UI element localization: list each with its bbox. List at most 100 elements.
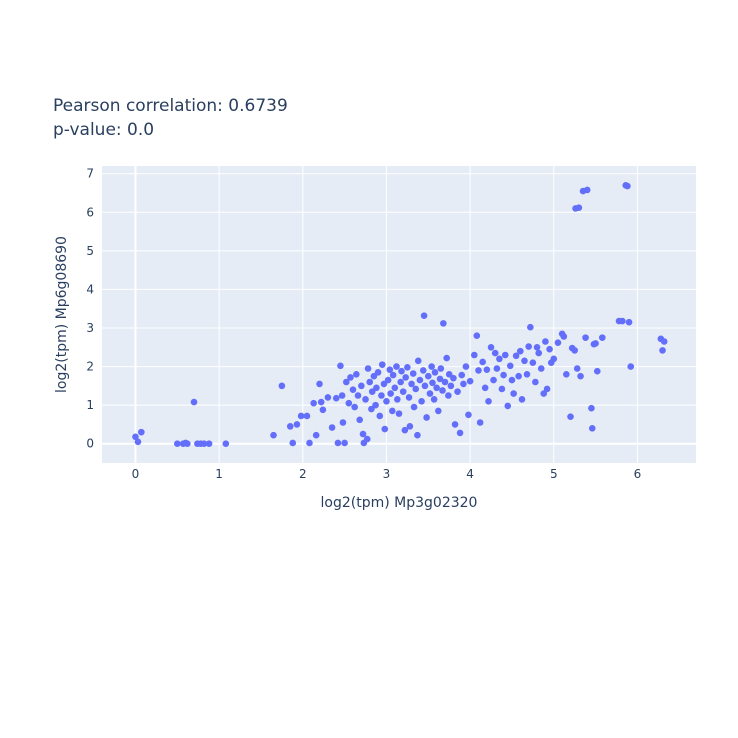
data-point xyxy=(527,323,534,331)
data-point xyxy=(593,367,601,375)
data-point xyxy=(306,439,313,447)
data-point xyxy=(560,333,568,340)
data-point xyxy=(384,376,392,384)
data-point xyxy=(356,416,363,424)
y-tick-label: 1 xyxy=(86,398,94,412)
data-point xyxy=(414,357,422,365)
data-point xyxy=(525,343,532,350)
data-point xyxy=(374,369,382,376)
data-point xyxy=(370,372,378,380)
data-point xyxy=(416,376,424,384)
data-point xyxy=(500,371,507,379)
data-point xyxy=(533,343,541,351)
data-point xyxy=(466,377,474,385)
data-point xyxy=(491,349,499,357)
data-point xyxy=(518,396,526,403)
data-point xyxy=(439,387,446,394)
data-point xyxy=(508,376,516,384)
data-point xyxy=(324,394,332,401)
data-point xyxy=(592,340,599,347)
data-point xyxy=(627,363,635,370)
data-point xyxy=(341,439,348,447)
data-point xyxy=(624,182,631,190)
data-point xyxy=(401,426,409,434)
data-point xyxy=(334,439,342,447)
data-point xyxy=(567,413,574,421)
data-point xyxy=(312,431,320,439)
data-point xyxy=(437,365,445,372)
data-point xyxy=(359,430,367,438)
data-point xyxy=(431,369,439,376)
data-point xyxy=(389,371,397,379)
gridlines xyxy=(102,166,696,463)
data-point xyxy=(441,378,449,386)
x-axis-ticks: 0 1 2 3 4 5 6 xyxy=(132,467,642,481)
data-point xyxy=(517,347,524,355)
data-point xyxy=(414,431,421,439)
y-tick-label: 7 xyxy=(86,167,94,181)
data-point xyxy=(316,380,323,388)
data-point xyxy=(515,372,522,380)
data-point xyxy=(380,380,388,388)
data-point xyxy=(523,370,531,378)
data-point xyxy=(362,396,369,403)
data-point xyxy=(378,392,385,399)
data-point xyxy=(402,374,409,381)
data-point xyxy=(270,431,277,439)
data-point xyxy=(479,358,486,366)
y-tick-label: 6 xyxy=(86,205,94,219)
data-point xyxy=(351,403,358,411)
y-tick-label: 5 xyxy=(86,244,94,258)
data-point xyxy=(332,394,340,402)
data-point xyxy=(660,338,668,345)
data-point xyxy=(338,392,346,399)
chart-title: Pearson correlation: 0.6739 p-value: 0.0 xyxy=(53,96,288,140)
data-point xyxy=(347,374,354,381)
data-point xyxy=(419,367,427,374)
data-point xyxy=(173,440,181,448)
y-tick-label: 0 xyxy=(86,437,94,451)
data-point xyxy=(460,380,467,388)
data-point xyxy=(537,365,545,372)
data-point xyxy=(423,414,430,421)
data-point xyxy=(410,403,418,411)
title-line-1: Pearson correlation: 0.6739 xyxy=(53,96,288,116)
data-point xyxy=(546,345,553,353)
data-point xyxy=(470,351,478,359)
data-point xyxy=(383,397,390,405)
data-point xyxy=(394,396,401,403)
data-point xyxy=(619,317,626,325)
data-point xyxy=(485,397,492,405)
data-point xyxy=(345,399,353,407)
data-point xyxy=(354,392,362,399)
data-point xyxy=(521,357,528,365)
data-point xyxy=(550,355,558,363)
data-point xyxy=(456,429,464,437)
data-point xyxy=(317,398,325,406)
data-point xyxy=(535,349,543,357)
data-point xyxy=(278,382,286,390)
x-tick-label: 0 xyxy=(132,467,140,481)
data-point xyxy=(134,438,142,446)
data-point xyxy=(138,428,145,436)
data-point xyxy=(368,388,376,395)
data-point xyxy=(512,352,520,360)
data-point xyxy=(487,343,495,351)
data-point xyxy=(454,388,461,395)
data-point xyxy=(412,385,420,393)
data-point xyxy=(184,440,191,448)
title-line-2: p-value: 0.0 xyxy=(53,120,154,140)
data-point xyxy=(575,204,583,211)
data-point xyxy=(429,379,436,387)
data-point xyxy=(289,439,297,447)
data-point xyxy=(376,412,384,420)
data-point xyxy=(588,404,595,412)
data-point xyxy=(542,338,549,345)
data-points xyxy=(132,181,668,448)
data-point xyxy=(443,354,450,362)
data-point xyxy=(404,364,411,371)
data-point xyxy=(405,394,413,401)
data-point xyxy=(598,334,606,341)
y-axis-title: log2(tpm) Mp6g08690 xyxy=(54,236,70,393)
